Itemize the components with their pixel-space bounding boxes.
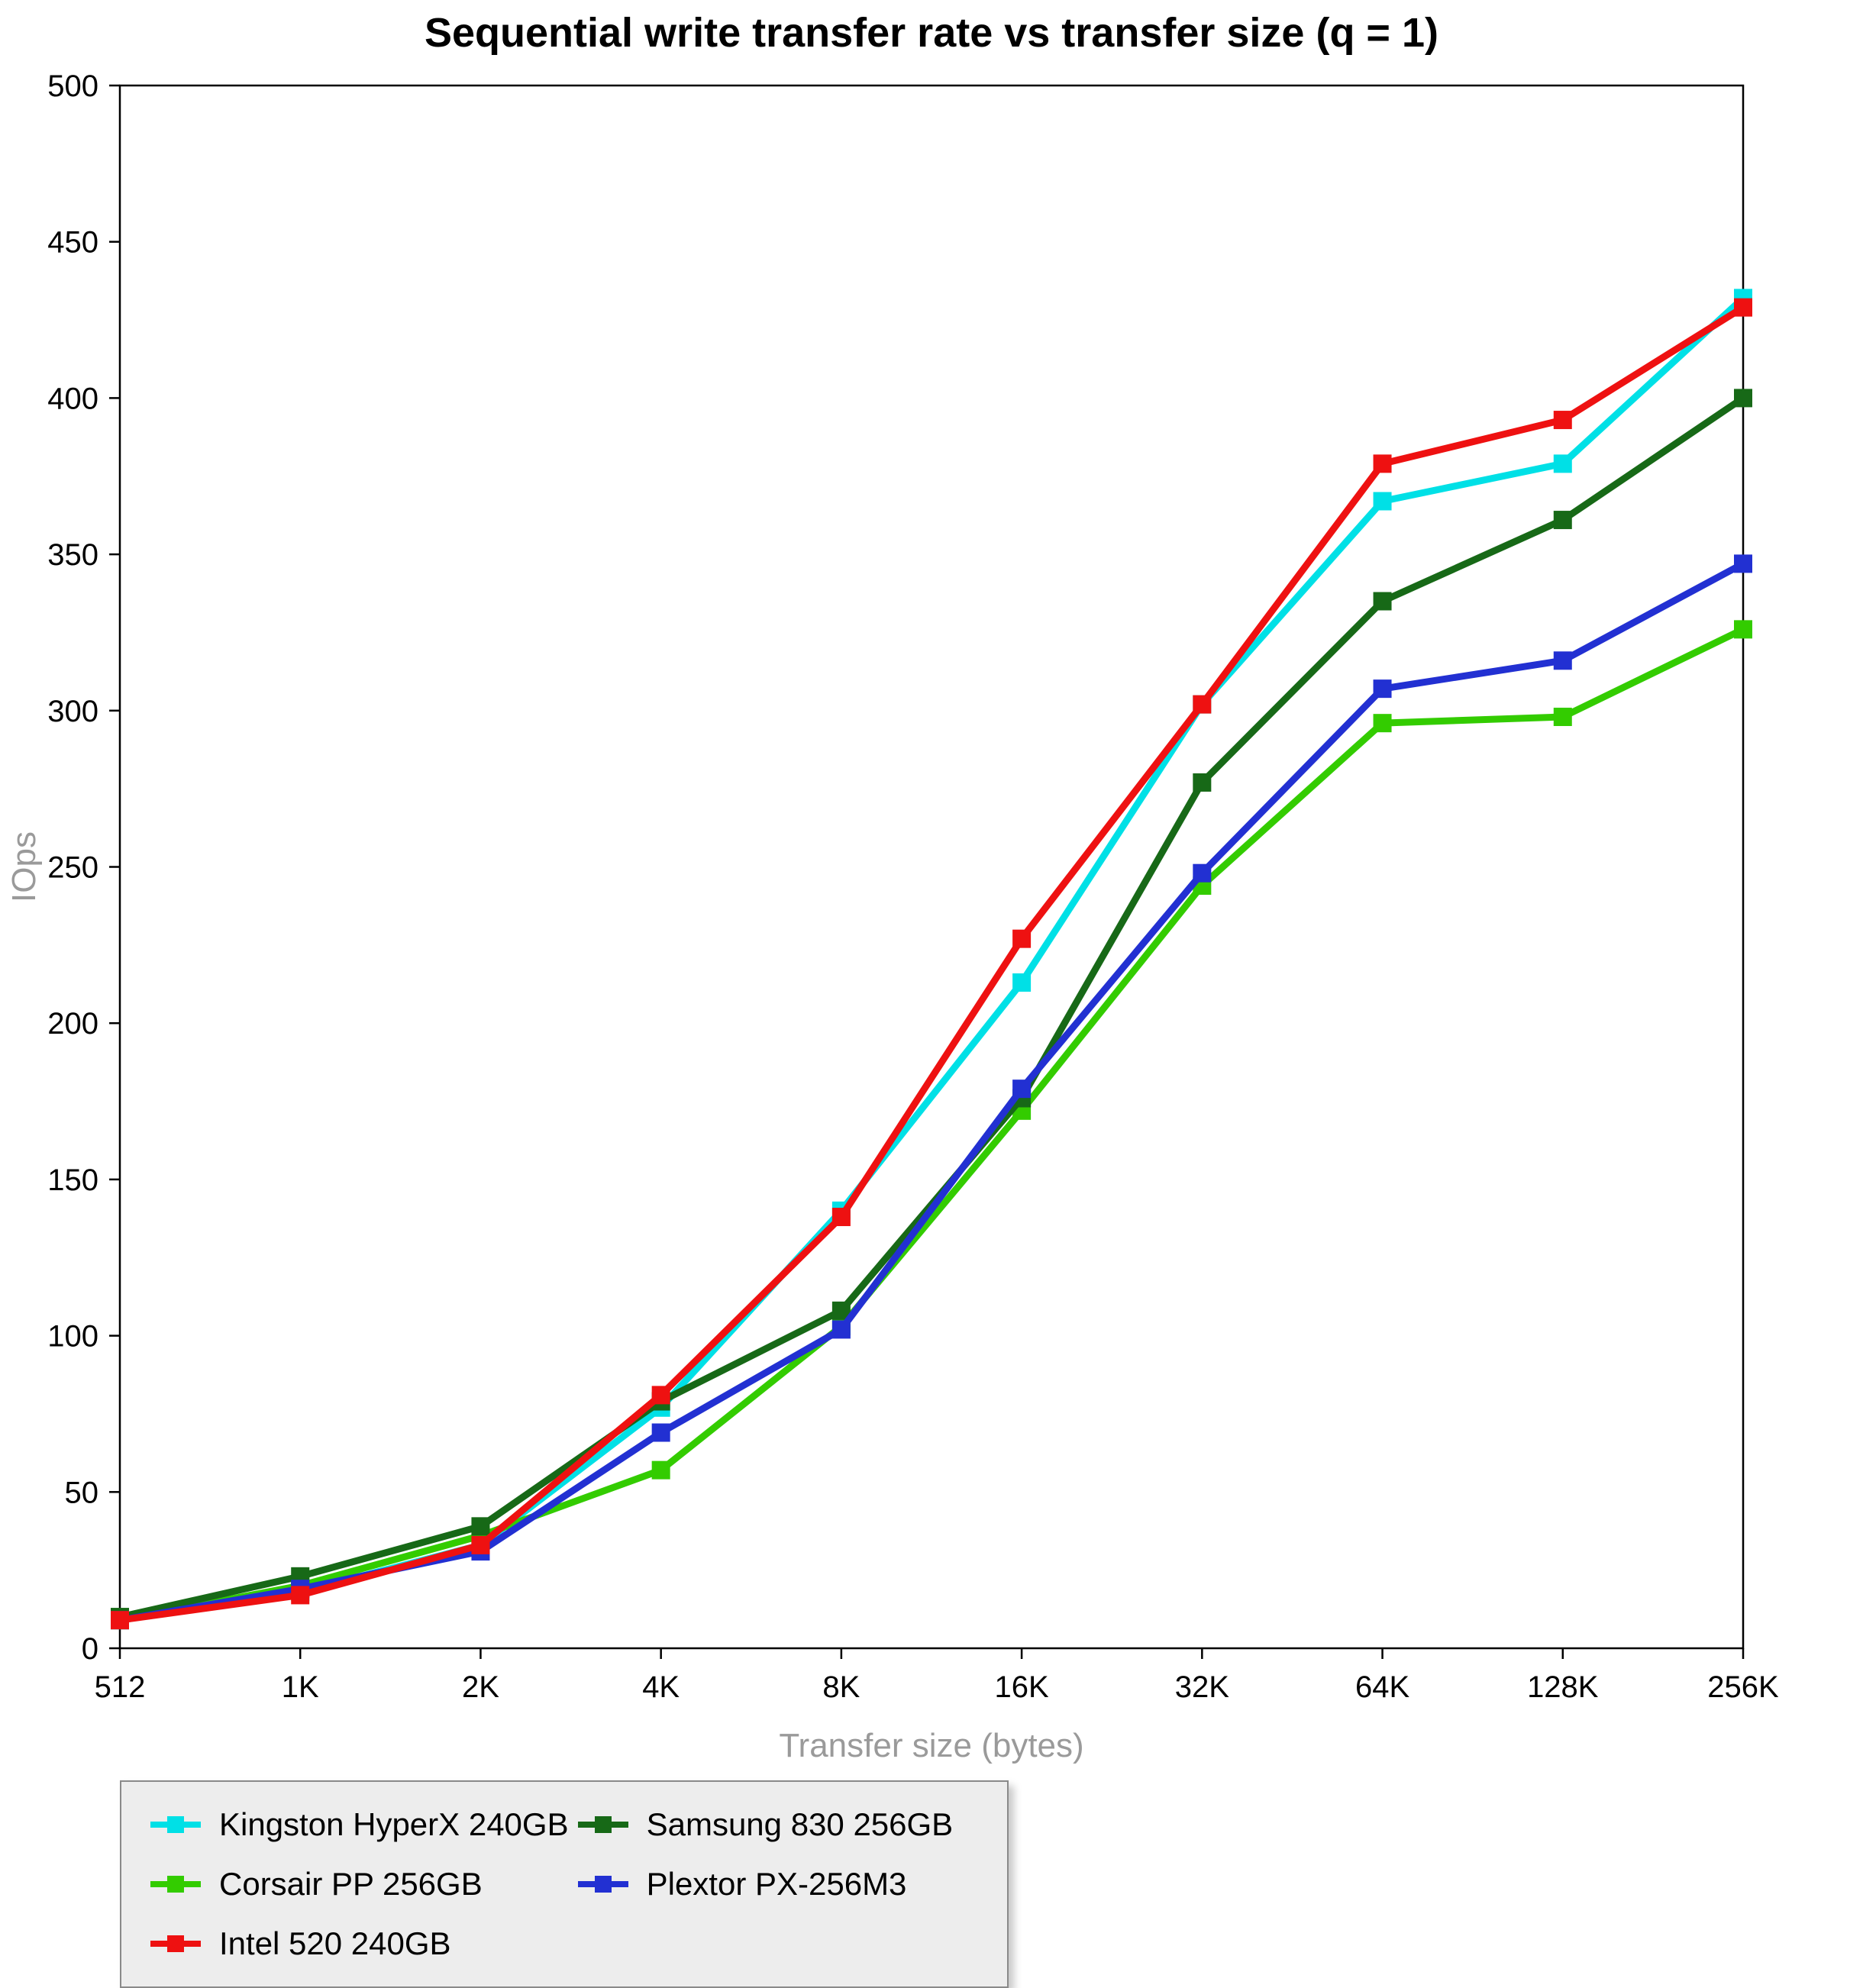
legend-item: Kingston HyperX 240GB: [149, 1806, 569, 1843]
legend-item: Samsung 830 256GB: [576, 1806, 980, 1843]
chart-title: Sequential write transfer rate vs transf…: [425, 10, 1438, 56]
x-axis-tick-label: 2K: [462, 1670, 499, 1704]
series-marker: [1193, 773, 1212, 792]
legend-marker-icon: [150, 1876, 201, 1893]
series-marker: [1012, 929, 1032, 948]
legend-item: Intel 520 240GB: [149, 1925, 569, 1962]
series-marker: [1734, 389, 1752, 408]
y-axis-tick-label: 100: [47, 1320, 98, 1354]
series-marker: [1734, 620, 1752, 639]
y-axis-tick-label: 0: [82, 1632, 98, 1666]
y-axis-tick-label: 200: [47, 1007, 98, 1041]
series-marker: [1553, 454, 1572, 473]
legend-item-label: Intel 520 240GB: [219, 1925, 451, 1961]
legend-marker-icon: [577, 1876, 628, 1893]
series-marker: [1553, 511, 1572, 530]
series-marker: [651, 1460, 670, 1480]
x-axis-tick-label: 16K: [995, 1670, 1049, 1704]
series-marker: [111, 1611, 129, 1630]
series-marker: [471, 1535, 490, 1554]
y-axis-tick-label: 250: [47, 851, 98, 885]
legend-item-label: Kingston HyperX 240GB: [219, 1806, 569, 1842]
y-axis-tick-label: 150: [47, 1163, 98, 1197]
x-axis-tick-label: 32K: [1175, 1670, 1229, 1704]
legend-marker-icon: [577, 1816, 628, 1833]
series-marker: [1193, 695, 1212, 714]
series-marker: [1193, 863, 1212, 883]
y-axis-tick-label: 350: [47, 538, 98, 572]
series-marker: [1373, 492, 1392, 511]
x-axis-tick-label: 128K: [1527, 1670, 1599, 1704]
x-axis-tick-label: 64K: [1355, 1670, 1409, 1704]
y-axis-tick-label: 50: [65, 1476, 99, 1509]
series-marker: [1373, 714, 1392, 733]
series-marker: [651, 1423, 670, 1442]
series-marker: [831, 1320, 851, 1339]
series-marker: [1553, 411, 1572, 430]
x-axis-tick-label: 4K: [642, 1670, 680, 1704]
x-axis-title: Transfer size (bytes): [779, 1727, 1083, 1764]
legend-item-label: Corsair PP 256GB: [219, 1866, 483, 1902]
legend-item: Plextor PX-256M3: [576, 1866, 980, 1902]
y-axis-title: IOps: [5, 831, 43, 902]
series-marker: [1373, 679, 1392, 699]
x-axis-tick-label: 1K: [282, 1670, 319, 1704]
series-marker: [651, 1386, 670, 1405]
y-axis-tick-label: 450: [47, 226, 98, 260]
series-marker: [1734, 298, 1752, 317]
series-marker: [1734, 554, 1752, 573]
legend: Kingston HyperX 240GB Samsung 830 256GB Co…: [120, 1780, 1009, 1988]
series-marker: [1553, 651, 1572, 670]
series-marker: [831, 1208, 851, 1227]
x-axis-tick-label: 512: [95, 1670, 146, 1704]
x-axis-tick-label: 256K: [1707, 1670, 1779, 1704]
legend-item: Corsair PP 256GB: [149, 1866, 569, 1902]
series-line-1: [116, 625, 1747, 1624]
y-axis-tick-label: 400: [47, 382, 98, 415]
y-axis-tick-label: 300: [47, 695, 98, 728]
y-axis-tick-label: 500: [47, 69, 98, 103]
series-marker: [291, 1586, 310, 1605]
x-axis-tick-label: 8K: [822, 1670, 860, 1704]
series-marker: [1012, 1080, 1032, 1099]
series-marker: [1373, 592, 1392, 611]
legend-item-label: Plextor PX-256M3: [646, 1866, 907, 1902]
legend-marker-icon: [150, 1816, 201, 1833]
series-marker: [1373, 454, 1392, 473]
series-marker: [1553, 707, 1572, 726]
legend-item-label: Samsung 830 256GB: [646, 1806, 954, 1842]
series-marker: [471, 1517, 490, 1536]
series-marker: [1012, 973, 1032, 992]
legend-marker-icon: [150, 1935, 201, 1952]
plot-area: [118, 84, 1745, 1650]
series-line-4: [116, 304, 1747, 1624]
